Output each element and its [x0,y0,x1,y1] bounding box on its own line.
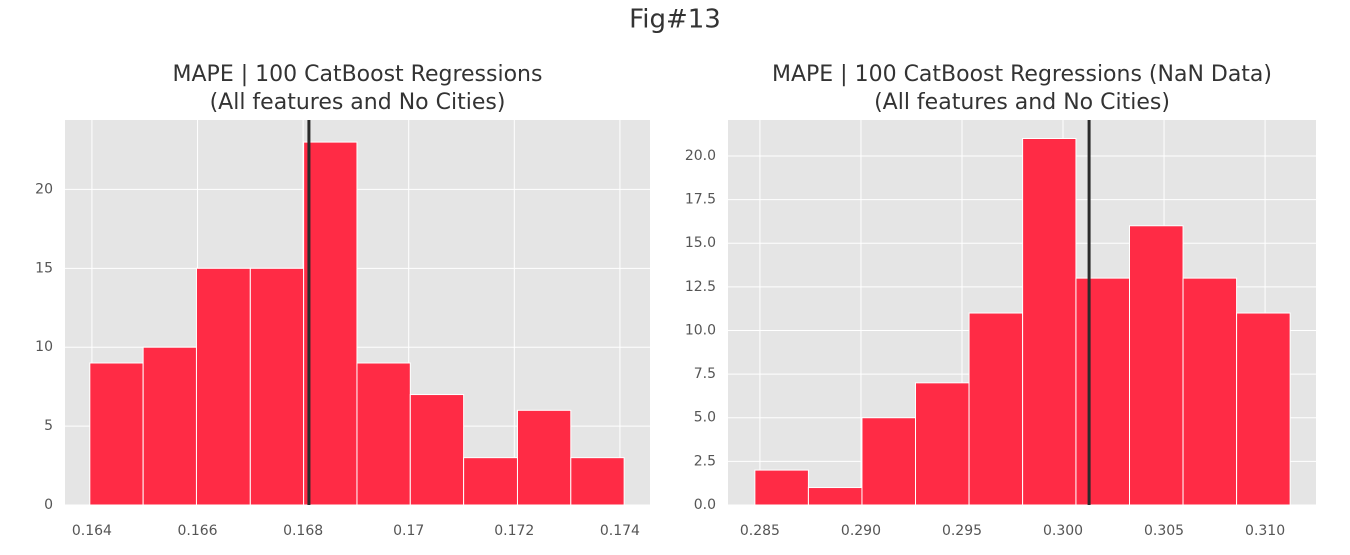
y-tick-label: 17.5 [685,192,716,208]
bar [89,362,144,506]
bar [861,417,917,506]
figure-title: Fig#13 [629,5,721,35]
x-tick-label: 0.300 [1043,523,1083,539]
y-tick-label: 5.0 [694,410,716,426]
bar [249,267,305,506]
chart-title: (All features and No Cities) [210,90,506,115]
y-tick-label: 15 [35,260,53,276]
bar [1128,225,1184,506]
y-tick-label: 2.5 [694,453,716,469]
bar [915,382,970,506]
y-tick-label: 20 [35,181,53,197]
x-tick-label: 0.166 [177,523,217,539]
bar [1236,312,1291,506]
y-tick-label: 5 [44,418,53,434]
chart-title: MAPE | 100 CatBoost Regressions (NaN Dat… [772,62,1272,87]
bar [1075,277,1130,506]
x-tick-label: 0.174 [600,523,640,539]
bar [1022,137,1077,506]
y-tick-label: 0.0 [694,497,716,513]
bar [303,141,358,506]
x-tick-label: 0.172 [494,523,534,539]
x-tick-label: 0.290 [841,523,881,539]
x-tick-label: 0.285 [740,523,780,539]
bar [463,457,518,506]
bar [570,457,625,506]
y-tick-label: 12.5 [685,279,716,295]
y-tick-label: 20.0 [685,148,716,164]
bar [356,362,411,506]
x-tick-label: 0.164 [72,523,112,539]
y-tick-label: 7.5 [694,366,716,382]
bar [142,346,197,506]
x-tick-label: 0.17 [393,523,424,539]
bar [1182,277,1238,506]
y-tick-label: 10.0 [685,322,716,338]
y-tick-label: 15.0 [685,235,716,251]
bar [754,469,809,506]
bar [807,487,863,506]
y-tick-label: 0 [44,497,53,513]
bar [968,312,1024,506]
bar [195,267,251,506]
bar [516,409,572,506]
y-tick-label: 10 [35,339,53,355]
x-tick-label: 0.168 [283,523,323,539]
chart-title: (All features and No Cities) [874,90,1170,115]
chart-title: MAPE | 100 CatBoost Regressions [173,62,543,87]
bar [409,394,465,506]
x-tick-label: 0.295 [942,523,982,539]
x-tick-label: 0.310 [1245,523,1285,539]
x-tick-label: 0.305 [1144,523,1184,539]
